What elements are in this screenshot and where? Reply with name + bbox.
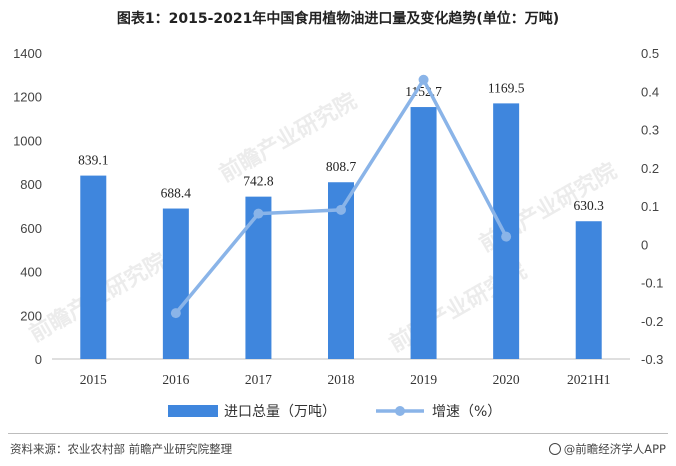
x-tick-label: 2016 (162, 372, 189, 387)
y-right-tick-label: -0.3 (641, 352, 663, 367)
y-left-tick-label: 1000 (13, 133, 42, 148)
bar-data-label: 839.1 (78, 153, 108, 168)
bar (162, 208, 189, 359)
legend-bar-label: 进口总量（万吨） (224, 404, 336, 420)
x-tick-label: 2020 (493, 372, 520, 387)
y-right-tick-label: 0.3 (641, 123, 659, 138)
line-point (253, 208, 264, 219)
legend-line-marker (395, 406, 405, 416)
bar-data-label: 1169.5 (488, 80, 525, 95)
legend-bar-swatch (168, 405, 218, 417)
legend-line-label: 增速（%） (432, 404, 501, 420)
y-left-tick-label: 0 (35, 352, 42, 367)
x-tick-label: 2018 (328, 372, 355, 387)
bar-data-label: 630.3 (574, 198, 605, 213)
line-point (336, 204, 346, 215)
y-right-tick-label: 0.5 (641, 46, 659, 61)
y-right-tick-label: 0.2 (641, 161, 659, 176)
brand-logo-icon (548, 443, 561, 455)
y-right-tick-label: 0.1 (641, 199, 659, 214)
y-right-tick-label: -0.1 (641, 276, 663, 291)
bar-data-label: 688.4 (161, 186, 192, 201)
y-right-tick-label: 0.4 (641, 84, 659, 99)
y-left-tick-label: 400 (20, 265, 42, 280)
line-point (418, 74, 429, 85)
chart: 0 200 400 600 800 1000 1200 1400 -0.3 -0.2 -0.1 0 0.… (13, 46, 663, 420)
chart-title: 图表1：2015-2021年中国食用植物油进口量及变化趋势(单位：万吨) (116, 11, 560, 27)
y-left-tick-label: 200 (20, 308, 42, 323)
x-tick-label: 2021H1 (567, 372, 611, 387)
y-left-tick-label: 1200 (13, 90, 42, 105)
footer: 资料来源：农业农村部 前瞻产业研究院整理 @前瞻经济学人APP (8, 433, 668, 460)
y-left-tick-label: 600 (20, 221, 42, 236)
y-right-tick-label: -0.2 (641, 314, 663, 329)
x-tick-label: 2017 (245, 372, 272, 387)
y-left-tick-label: 1400 (13, 46, 42, 61)
bar (80, 175, 107, 359)
bar (410, 107, 437, 360)
bar (493, 103, 520, 360)
bar-data-label: 808.7 (326, 159, 357, 174)
brand-text: @前瞻经济学人APP (563, 442, 666, 456)
bar-data-label: 742.8 (243, 174, 274, 189)
brand: @前瞻经济学人APP (548, 441, 666, 457)
bar (575, 221, 602, 359)
line-point (170, 308, 181, 319)
x-tick-label: 2015 (80, 372, 107, 387)
y-right-tick-label: 0 (641, 237, 648, 252)
x-tick-label: 2019 (410, 372, 437, 387)
bar (245, 196, 272, 359)
y-left-tick-label: 800 (20, 177, 42, 192)
line-point (501, 231, 512, 242)
source-text: 资料来源：农业农村部 前瞻产业研究院整理 (10, 442, 233, 456)
